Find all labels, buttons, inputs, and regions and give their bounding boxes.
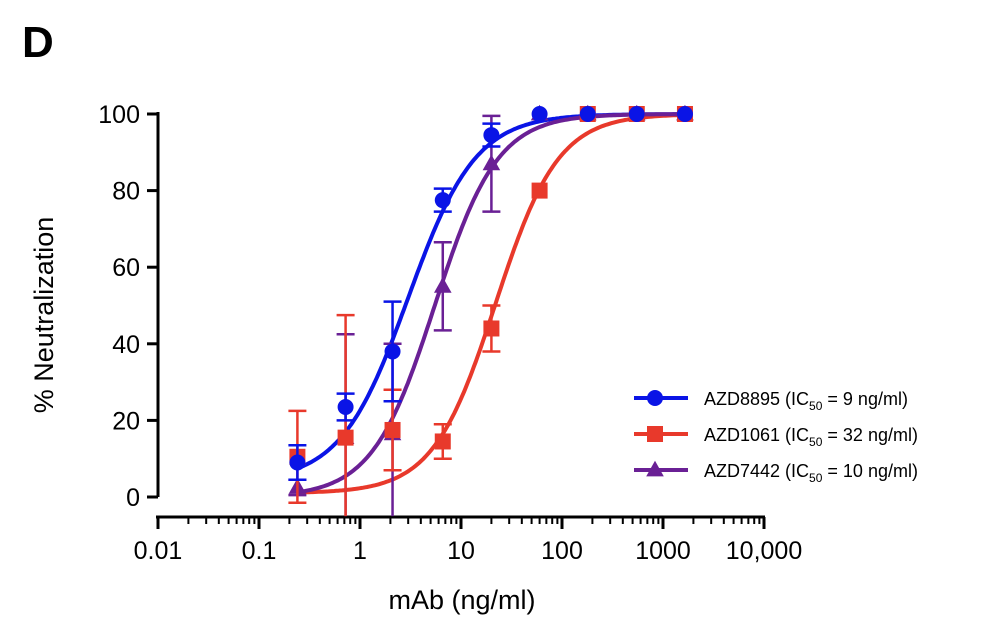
y-tick-label: 60 bbox=[112, 254, 140, 282]
data-point-azd8895 bbox=[289, 454, 306, 471]
data-points bbox=[288, 104, 694, 517]
data-point-azd7442 bbox=[482, 154, 501, 171]
y-tick-label: 80 bbox=[112, 178, 140, 206]
x-tick-label: 1 bbox=[353, 537, 367, 565]
legend-label-azd8895: AZD8895 (IC50 = 9 ng/ml) bbox=[704, 389, 908, 413]
data-point-azd7442 bbox=[433, 277, 452, 293]
legend: AZD8895 (IC50 = 9 ng/ml) AZD1061 (IC50 = … bbox=[634, 389, 918, 485]
data-point-azd8895 bbox=[384, 343, 401, 360]
data-point-azd8895 bbox=[628, 106, 645, 122]
legend-marker-azd8895 bbox=[647, 390, 663, 406]
x-tick-label: 0.01 bbox=[134, 537, 183, 565]
data-point-azd1061 bbox=[483, 320, 500, 337]
y-tick-label: 0 bbox=[126, 484, 140, 512]
data-point-azd1061 bbox=[337, 429, 354, 446]
y-axis-title: % Neutralization bbox=[29, 217, 59, 414]
data-point-azd1061 bbox=[384, 421, 401, 438]
legend-marker-azd1061 bbox=[647, 426, 663, 442]
x-tick-label: 100 bbox=[541, 537, 583, 565]
data-point-azd1061 bbox=[434, 433, 451, 450]
legend-label-azd1061: AZD1061 (IC50 = 32 ng/ml) bbox=[704, 425, 918, 449]
y-tick-label: 100 bbox=[98, 101, 140, 129]
legend-label-azd7442: AZD7442 (IC50 = 10 ng/ml) bbox=[704, 461, 918, 485]
x-axis-title: mAb (ng/ml) bbox=[388, 585, 535, 615]
data-point-azd1061 bbox=[531, 182, 548, 199]
y-tick-label: 20 bbox=[112, 407, 140, 435]
x-tick-label: 10,000 bbox=[726, 537, 802, 565]
data-point-azd8895 bbox=[337, 398, 354, 415]
data-point-azd8895 bbox=[434, 192, 451, 209]
data-point-azd8895 bbox=[676, 106, 693, 122]
x-tick-label: 0.1 bbox=[242, 537, 277, 565]
data-point-azd8895 bbox=[531, 106, 548, 122]
axes: 0 20 40 60 80 100 0.01 0.1 1 10 100 1000 10,000 bbox=[98, 101, 802, 565]
data-point-azd8895 bbox=[483, 127, 500, 144]
data-point-azd8895 bbox=[579, 106, 596, 122]
legend-marker-azd7442 bbox=[646, 460, 664, 477]
panel-label: D bbox=[22, 18, 54, 67]
x-tick-label: 1000 bbox=[635, 537, 691, 565]
x-tick-label: 10 bbox=[447, 537, 475, 565]
y-tick-label: 40 bbox=[112, 331, 140, 359]
